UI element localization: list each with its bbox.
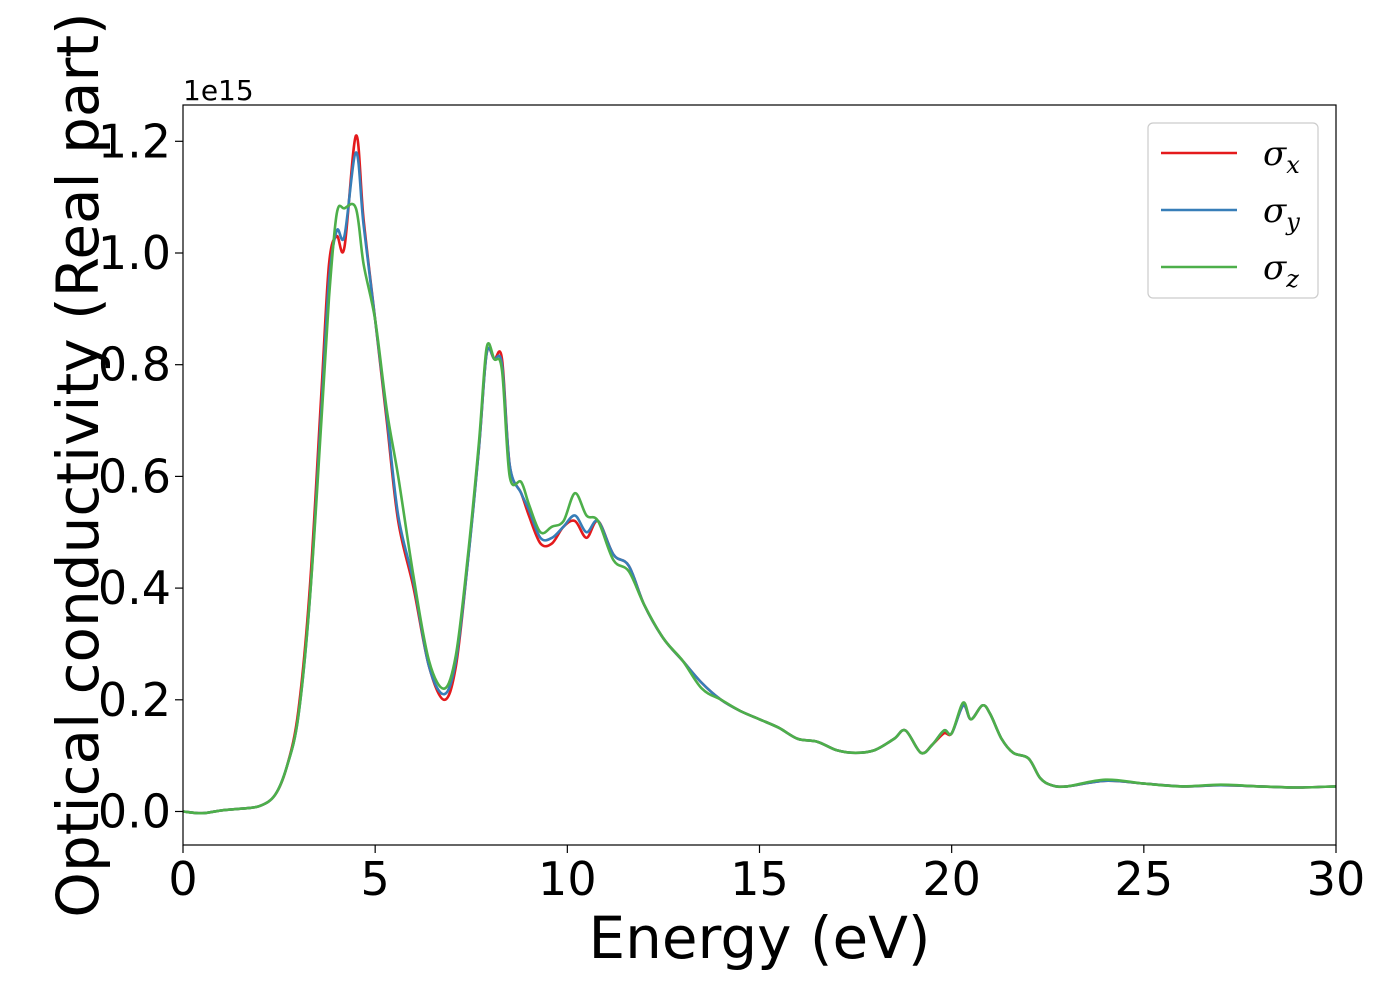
y-tick-label: 1.2 — [98, 114, 171, 168]
legend: σx σy σz — [1147, 122, 1319, 299]
y-tick-label: 0.4 — [98, 561, 171, 615]
axis-ticks: 0 5 10 15 20 25 30 0.0 0.2 0.4 0.6 0.8 1.0 1.2 — [98, 114, 1365, 906]
x-tick-label: 10 — [538, 852, 597, 906]
y-tick-label: 0.6 — [98, 449, 171, 503]
y-tick-label: 0.8 — [98, 338, 171, 392]
y-tick-label: 0.0 — [98, 784, 171, 838]
x-tick-label: 15 — [730, 852, 789, 906]
series-line-z — [182, 202, 1337, 815]
x-tick-label: 25 — [1115, 852, 1174, 906]
x-tick-label: 20 — [922, 852, 981, 906]
y-offset-label: 1e15 — [183, 74, 254, 107]
x-tick-label: 30 — [1307, 852, 1366, 906]
x-tick-label: 5 — [361, 852, 390, 906]
y-tick-label: 1.0 — [98, 226, 171, 280]
legend-label-z: σz — [1263, 248, 1299, 293]
plot-frame — [182, 104, 1337, 846]
legend-label-y: σy — [1263, 191, 1300, 236]
x-axis-label: Energy (eV) — [588, 904, 930, 972]
x-tick-label: 0 — [168, 852, 197, 906]
legend-label-x: σx — [1263, 134, 1300, 179]
y-tick-label: 0.2 — [98, 673, 171, 727]
y-axis-label: Optical conductivity (Real part) — [44, 12, 112, 917]
data-lines — [182, 134, 1337, 815]
